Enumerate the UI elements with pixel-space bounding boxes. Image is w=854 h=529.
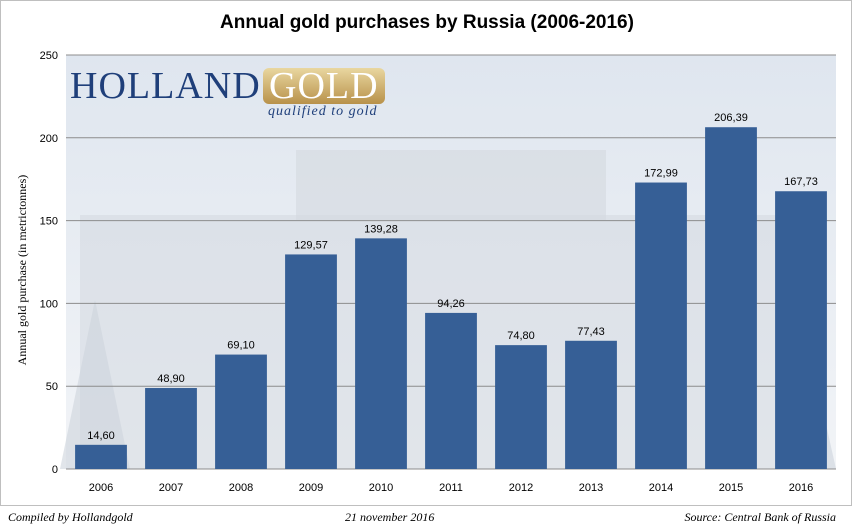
y-tick-label: 0	[52, 464, 58, 476]
x-tick-label-2008: 2008	[229, 482, 253, 494]
bar-2010	[355, 238, 407, 469]
x-tick-label-2010: 2010	[369, 482, 393, 494]
y-tick-label: 150	[40, 216, 58, 228]
y-tick-label: 100	[40, 298, 58, 310]
bars: 14,60 48,90 69,10 129,57 139,28 94,26 74,80 77,…	[75, 112, 827, 469]
y-tick-label: 200	[40, 133, 58, 145]
y-axis: 0 50 100 150 200 250	[40, 50, 58, 476]
photo-building-pediment	[296, 150, 606, 220]
data-label-2016: 167,73	[784, 176, 818, 188]
logo-text-gold: GOLD	[263, 67, 385, 105]
photo-tree-left	[60, 300, 130, 469]
x-tick-label-2013: 2013	[579, 482, 603, 494]
bar-2016	[775, 191, 827, 469]
footer-source: Source: Central Bank of Russia	[684, 510, 836, 524]
x-tick-label-2007: 2007	[159, 482, 183, 494]
data-label-2006: 14,60	[87, 430, 115, 442]
bar-chart: 0 50 100 150 200 250 14,60 48,90 69,10 129,57 139…	[15, 50, 836, 494]
chart-title: Annual gold purchases by Russia (2006-20…	[220, 12, 634, 33]
logo-text-holland: HOLLAND	[70, 65, 261, 107]
x-tick-label-2009: 2009	[299, 482, 323, 494]
data-label-2014: 172,99	[644, 168, 678, 180]
bar-2011	[425, 312, 477, 469]
hollandgold-logo: HOLLAND GOLD qualified to gold	[70, 65, 385, 122]
x-axis: 2006 2007 2008 2009 2010 2011 2012 2013 2014 2015…	[89, 482, 813, 494]
data-label-2009: 129,57	[294, 239, 328, 251]
x-tick-label-2014: 2014	[649, 482, 673, 494]
bar-2009	[285, 254, 337, 469]
x-tick-label-2006: 2006	[89, 482, 113, 494]
data-label-2012: 74,80	[507, 330, 535, 342]
bar-2007	[145, 388, 197, 469]
data-label-2013: 77,43	[577, 326, 605, 338]
x-tick-label-2015: 2015	[719, 482, 743, 494]
y-axis-label: Annual gold purchase (in metrictonnes)	[15, 175, 29, 366]
bar-2008	[215, 354, 267, 469]
x-tick-label-2011: 2011	[439, 482, 463, 494]
y-tick-label: 250	[40, 50, 58, 62]
bar-2013	[565, 340, 617, 469]
x-tick-label-2012: 2012	[509, 482, 533, 494]
bar-2014	[635, 182, 687, 469]
bar-2012	[495, 345, 547, 469]
y-tick-label: 50	[46, 381, 58, 393]
footer-compiled-by: Compiled by Hollandgold	[8, 510, 133, 524]
data-label-2011: 94,26	[437, 298, 465, 310]
data-label-2008: 69,10	[227, 340, 255, 352]
data-label-2007: 48,90	[157, 373, 185, 385]
x-tick-label-2016: 2016	[789, 482, 813, 494]
logo-tagline: qualified to gold	[268, 104, 378, 119]
bar-2006	[75, 444, 127, 469]
data-label-2015: 206,39	[714, 112, 748, 124]
bar-2015	[705, 127, 757, 469]
footer-date: 21 november 2016	[345, 510, 435, 524]
data-label-2010: 139,28	[364, 223, 398, 235]
